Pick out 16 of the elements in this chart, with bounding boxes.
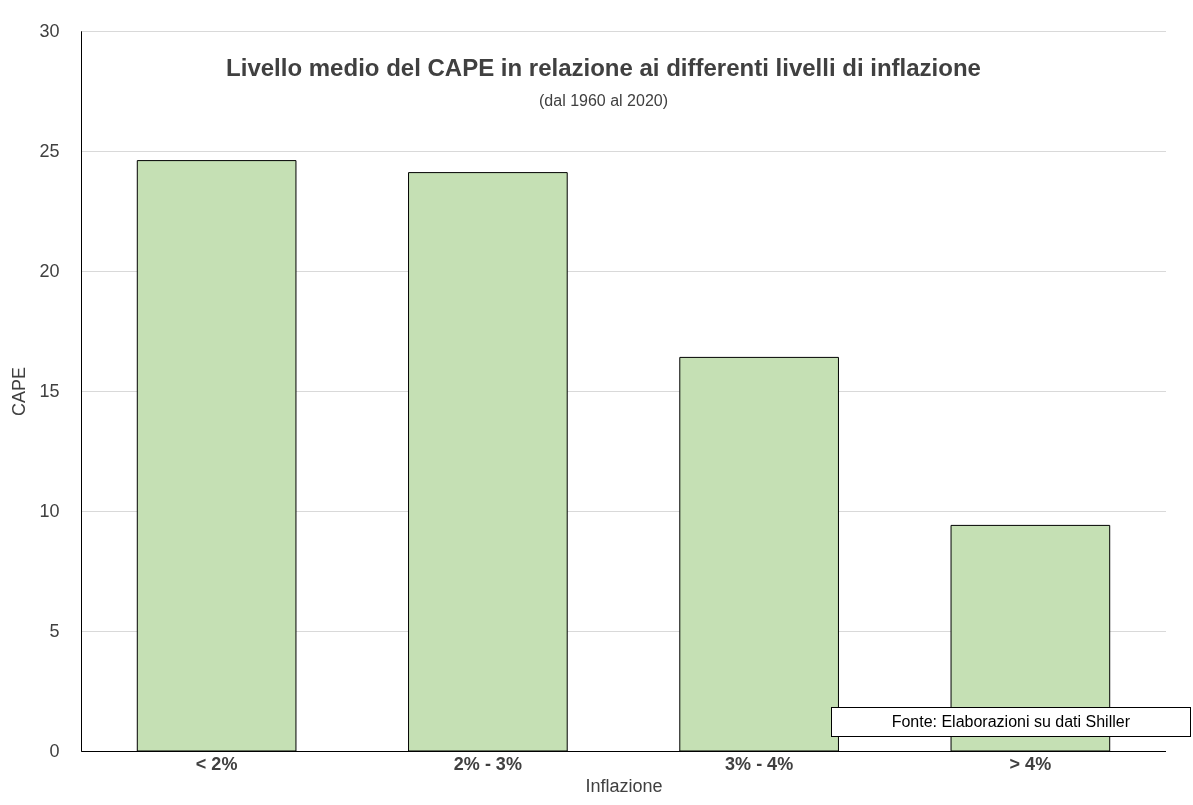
y-tick-label: 25 xyxy=(39,140,60,161)
y-tick-label: 0 xyxy=(49,740,60,761)
text: Livello medio del CAPE in relazione ai differenti livelli di inflazione xyxy=(226,54,981,81)
x-tick-label: 3% - 4% xyxy=(725,753,794,774)
x-tick-label: > 4% xyxy=(1009,753,1052,774)
x-axis-title: Inflazione xyxy=(585,775,663,796)
x-tick-label: < 2% xyxy=(195,753,238,774)
y-tick-label: 5 xyxy=(49,620,60,641)
y-tick-label: 10 xyxy=(39,500,60,521)
y-tick-label: 30 xyxy=(39,20,60,41)
y-tick-label: 20 xyxy=(39,260,60,281)
text-box: Fonte: Elaborazioni su dati Shiller xyxy=(830,707,1191,737)
y-axis-title: CAPE xyxy=(9,366,30,417)
y-tick-label: 15 xyxy=(39,380,60,401)
text: (dal 1960 al 2020) xyxy=(539,92,668,109)
x-tick-label: 2% - 3% xyxy=(453,753,522,774)
